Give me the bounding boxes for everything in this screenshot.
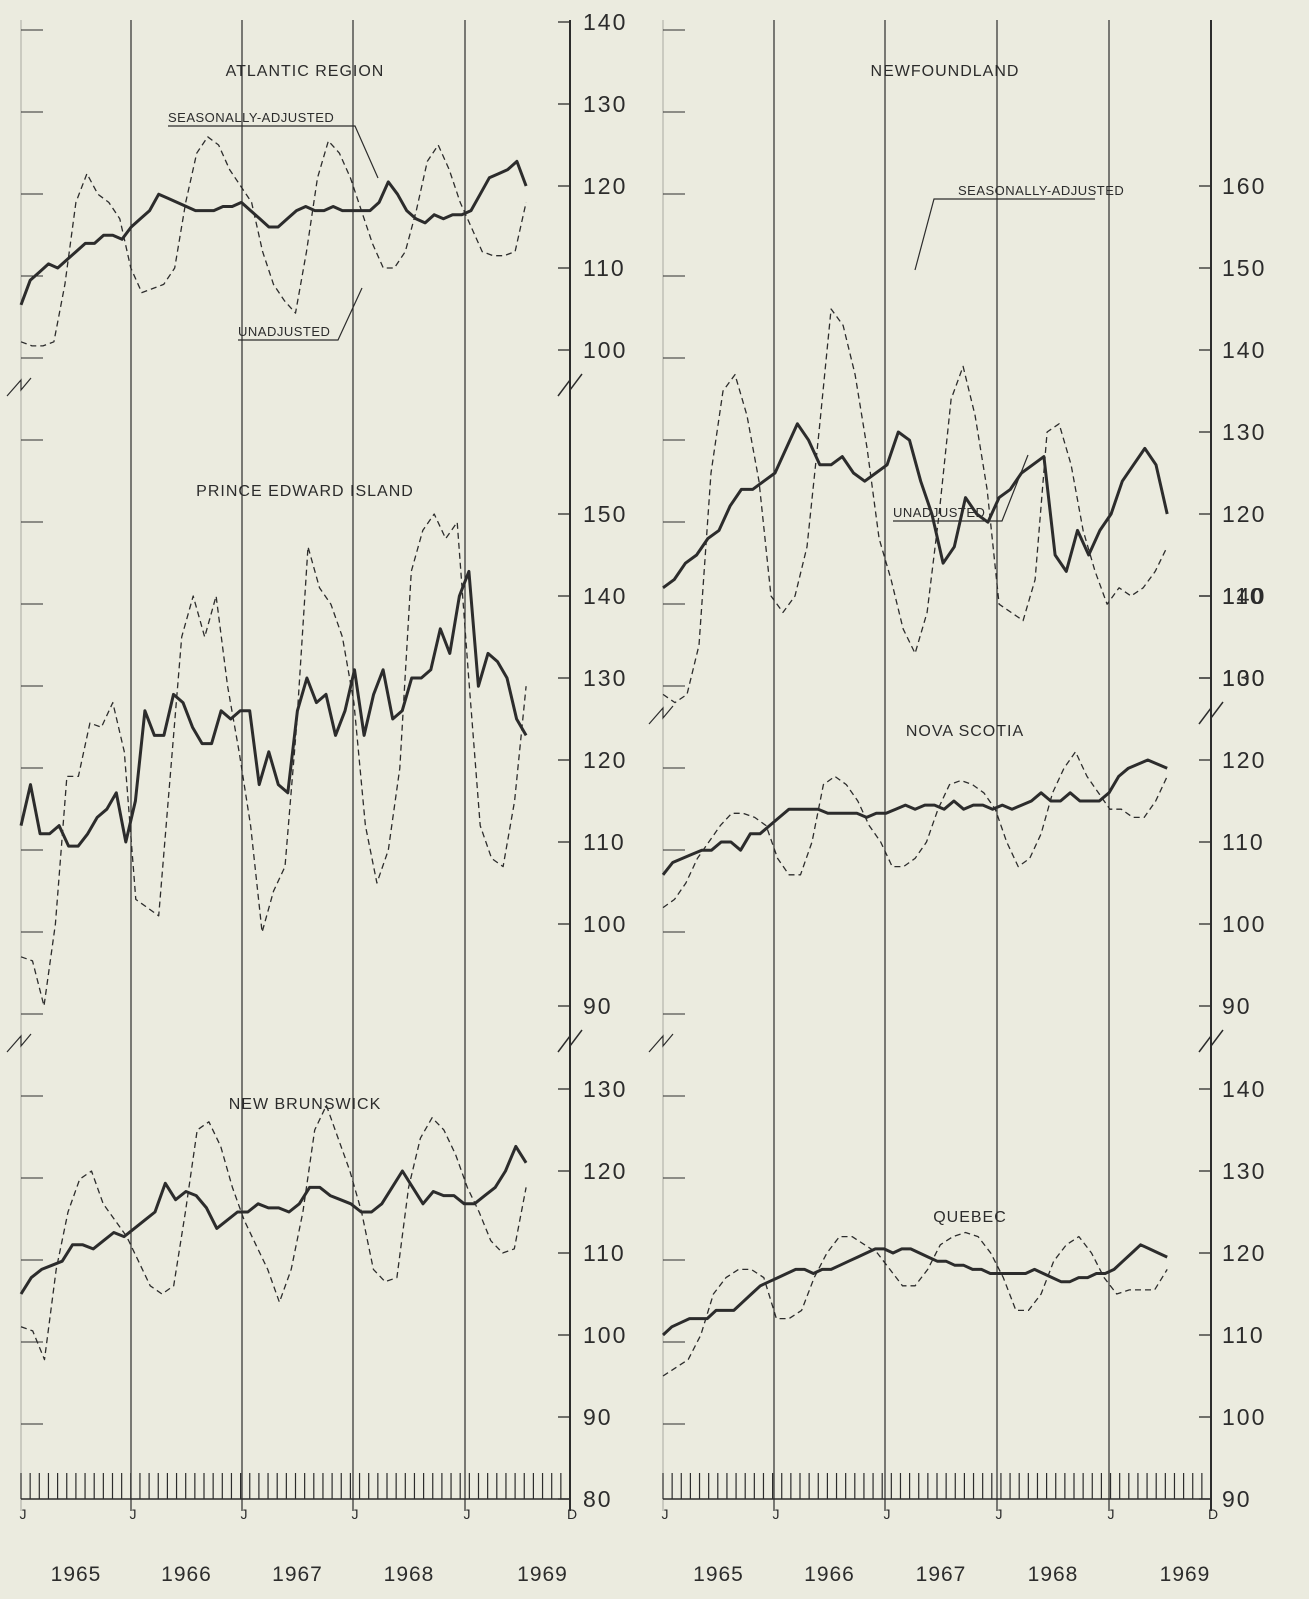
x-year-label-left: 1966	[161, 1563, 212, 1586]
series-line-seasonally-adjusted	[19, 1144, 528, 1295]
y-tick-label-left: 110	[583, 255, 626, 281]
y-tick-label-left: 150	[583, 501, 627, 527]
x-year-label-right: 1966	[804, 1563, 855, 1586]
y-tick-label-right: 140	[1222, 583, 1266, 609]
x-tick-label-left: J	[464, 1506, 471, 1522]
y-tick-label-right: 110	[1222, 583, 1265, 609]
x-tick-label-left: J	[130, 1506, 137, 1522]
panel-title-atlantic: ATLANTIC REGION	[226, 63, 385, 80]
y-tick-label-left: 80	[583, 1486, 613, 1512]
y-tick-label-right: 100	[1222, 1404, 1266, 1430]
axis-break-left-right	[648, 705, 674, 725]
series-layer	[19, 136, 1169, 1377]
series-line-seasonally-adjusted	[662, 422, 1169, 590]
y-tick-label-left: 140	[583, 9, 627, 35]
panel-title-pei: PRINCE EDWARD ISLAND	[196, 483, 414, 500]
x-year-label-left: 1969	[517, 1563, 568, 1586]
axis-break-left-left	[6, 377, 32, 397]
series-line-unadjusted	[662, 751, 1168, 909]
x-tick-label-right: J	[773, 1506, 780, 1522]
y-tick-label-right: 130	[1222, 419, 1266, 445]
series-line-unadjusted	[20, 1104, 527, 1361]
y-tick-label-left: 90	[583, 993, 613, 1019]
series-line-unadjusted	[20, 513, 527, 1007]
annotation-leader-line	[914, 198, 1095, 271]
y-tick-label-left: 130	[583, 665, 627, 691]
y-tick-label-right: 140	[1222, 1076, 1266, 1102]
text-layer: ATLANTIC REGION PRINCE EDWARD ISLAND NEW…	[20, 9, 1266, 1586]
y-tick-label-left: 120	[583, 1158, 627, 1184]
x-year-label-right: 1969	[1160, 1563, 1211, 1586]
x-tick-label-right: J	[996, 1506, 1003, 1522]
y-tick-label-right: 100	[1222, 911, 1266, 937]
annotation-leader-line	[168, 125, 379, 179]
series-line-unadjusted	[662, 308, 1168, 704]
y-tick-label-right: 90	[1222, 1486, 1252, 1512]
series-line-seasonally-adjusted	[19, 159, 528, 306]
panel-title-newfoundland: NEWFOUNDLAND	[871, 63, 1020, 80]
axis-break-left-right	[648, 1033, 674, 1053]
y-tick-label-right: 140	[1222, 337, 1266, 363]
x-tick-label-right: J	[662, 1506, 669, 1522]
annotation-unadjusted: UNADJUSTED	[238, 324, 330, 339]
x-year-label-right: 1968	[1028, 1563, 1079, 1586]
x-tick-label-left: J	[20, 1506, 27, 1522]
x-tick-label-right: J	[1108, 1506, 1115, 1522]
axis-break-right	[1198, 1029, 1224, 1053]
x-tick-label-left: J	[241, 1506, 248, 1522]
axis-break-right	[1198, 701, 1224, 725]
x-tick-label-right: D	[1208, 1506, 1218, 1522]
y-tick-label-right: 150	[1222, 255, 1266, 281]
y-tick-label-right: 120	[1222, 747, 1266, 773]
annotation-unadjusted: UNADJUSTED	[893, 505, 985, 520]
y-tick-label-left: 110	[583, 1240, 626, 1266]
panel-title-quebec: QUEBEC	[933, 1209, 1007, 1226]
x-year-label-right: 1965	[693, 1563, 744, 1586]
y-tick-label-right: 100	[1222, 665, 1266, 691]
y-tick-label-left: 110	[583, 829, 626, 855]
y-tick-label-left: 140	[583, 583, 627, 609]
y-tick-label-right: 120	[1222, 1240, 1266, 1266]
axis-break-left	[557, 1029, 583, 1053]
x-tick-label-left: D	[567, 1506, 577, 1522]
series-line-seasonally-adjusted	[661, 1243, 1168, 1337]
y-tick-label-right: 110	[1222, 1322, 1265, 1348]
y-tick-label-right: 90	[1222, 993, 1252, 1019]
y-tick-label-left: 100	[583, 1322, 627, 1348]
y-tick-label-right: 110	[1222, 829, 1265, 855]
series-line-seasonally-adjusted	[661, 758, 1168, 876]
x-year-label-left: 1965	[51, 1563, 102, 1586]
axis-break-left	[557, 373, 583, 397]
series-line-seasonally-adjusted	[19, 569, 528, 848]
y-tick-label-right: 130	[1222, 1158, 1266, 1184]
x-tick-label-left: J	[352, 1506, 359, 1522]
panel-title-new-brunswick: NEW BRUNSWICK	[229, 1096, 382, 1113]
y-tick-label-right: 160	[1222, 173, 1266, 199]
axis-break-left-left	[6, 1033, 32, 1053]
series-line-unadjusted	[20, 136, 527, 347]
y-tick-label-right: 120	[1222, 501, 1266, 527]
annotation-seasonally-adjusted: SEASONALLY-ADJUSTED	[958, 183, 1124, 198]
y-tick-label-left: 100	[583, 337, 627, 363]
y-tick-label-left: 120	[583, 747, 627, 773]
y-tick-label-left: 120	[583, 173, 627, 199]
panel-title-nova-scotia: NOVA SCOTIA	[906, 723, 1024, 740]
x-year-label-left: 1967	[272, 1563, 323, 1586]
y-tick-label-left: 90	[583, 1404, 613, 1430]
y-tick-label-left: 130	[583, 91, 627, 117]
y-tick-label-right: 130	[1222, 665, 1266, 691]
y-tick-label-left: 100	[583, 911, 627, 937]
x-year-label-right: 1967	[916, 1563, 967, 1586]
series-line-unadjusted	[662, 1231, 1168, 1377]
x-tick-label-right: J	[884, 1506, 891, 1522]
x-year-label-left: 1968	[384, 1563, 435, 1586]
annotation-leader-line	[238, 287, 363, 341]
annotation-seasonally-adjusted: SEASONALLY-ADJUSTED	[168, 110, 334, 125]
y-tick-label-left: 130	[583, 1076, 627, 1102]
